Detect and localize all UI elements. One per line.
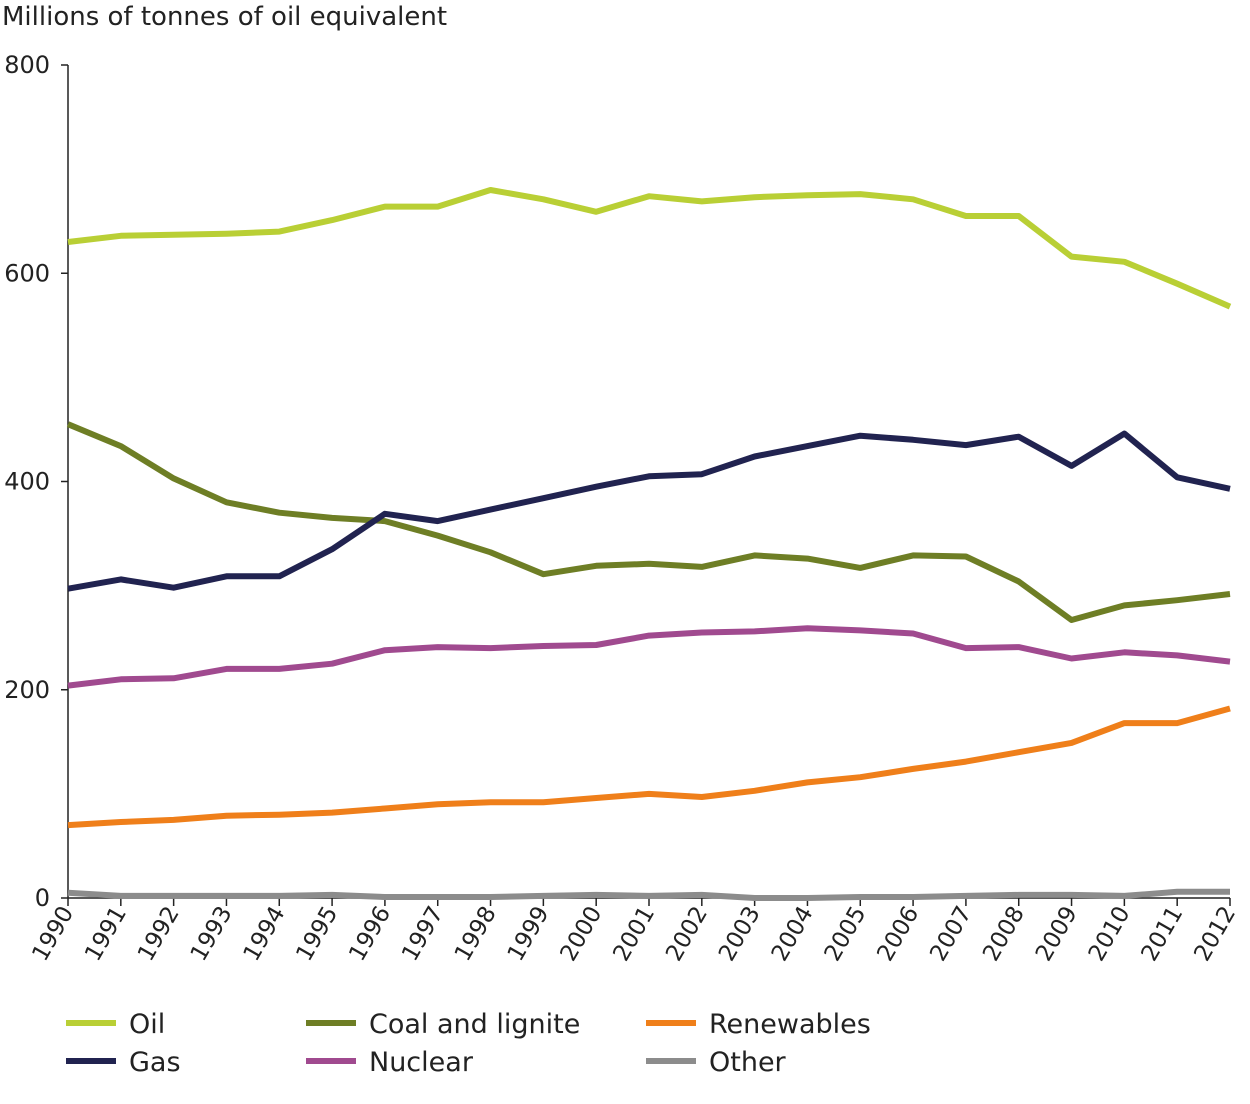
x-tick-label: 2002	[661, 902, 713, 966]
series-layer	[66, 187, 1232, 901]
x-tick-label: 1999	[503, 902, 555, 966]
x-tick-label: 1997	[397, 902, 449, 966]
y-tick-label: 600	[4, 259, 50, 287]
x-tick-label: 1996	[344, 902, 396, 966]
legend-label: Gas	[129, 1047, 181, 1078]
legend-item-gas: Gas	[66, 1047, 181, 1078]
x-tick-label: 2003	[714, 902, 766, 966]
legend-label: Oil	[129, 1009, 165, 1040]
legend-item-coal-and-lignite: Coal and lignite	[306, 1009, 580, 1040]
x-tick-label: 1993	[186, 902, 238, 966]
x-tick-label: 2001	[608, 902, 660, 966]
legend-item-nuclear: Nuclear	[306, 1047, 474, 1078]
x-tick-label: 2012	[1189, 902, 1241, 966]
series-line-nuclear	[67, 625, 1231, 689]
series-line-gas	[67, 430, 1231, 592]
x-tick-label: 1992	[133, 902, 185, 966]
x-tick-label: 2006	[872, 902, 924, 966]
x-tick-label: 2010	[1084, 902, 1136, 966]
series-line-other	[67, 888, 1230, 901]
x-tick-label: 1995	[291, 902, 343, 966]
series-line-oil	[67, 187, 1232, 310]
legend: Oil Coal and lignite Renewables Gas Nuclear O…	[66, 1009, 871, 1078]
legend-label: Renewables	[709, 1009, 871, 1040]
legend-label: Other	[709, 1047, 787, 1078]
x-tick-label: 2011	[1137, 902, 1189, 966]
legend-item-oil: Oil	[66, 1009, 165, 1040]
legend-label: Coal and lignite	[369, 1009, 580, 1040]
series-line-coal-and-lignite	[66, 421, 1231, 623]
y-axis-label: Millions of tonnes of oil equivalent	[2, 2, 447, 32]
legend-item-other: Other	[646, 1047, 787, 1078]
series-line-renewables	[67, 705, 1231, 829]
x-tick-label: 1991	[80, 902, 132, 966]
y-tick-label: 0	[35, 884, 50, 912]
x-tick-label: 2004	[767, 902, 819, 966]
legend-item-renewables: Renewables	[646, 1009, 871, 1040]
x-tick-label: 2008	[978, 902, 1030, 966]
x-tick-label: 2007	[925, 902, 977, 966]
legend-label: Nuclear	[369, 1047, 474, 1078]
x-tick-label: 2000	[556, 902, 608, 966]
x-tick-label: 1994	[239, 902, 291, 966]
x-tick-label: 2005	[820, 902, 872, 966]
x-tick-label: 2009	[1031, 902, 1083, 966]
y-tick-label: 200	[4, 676, 50, 704]
y-tick-label: 400	[4, 468, 50, 496]
y-tick-label: 800	[4, 51, 50, 79]
x-tick-label: 1998	[450, 902, 502, 966]
